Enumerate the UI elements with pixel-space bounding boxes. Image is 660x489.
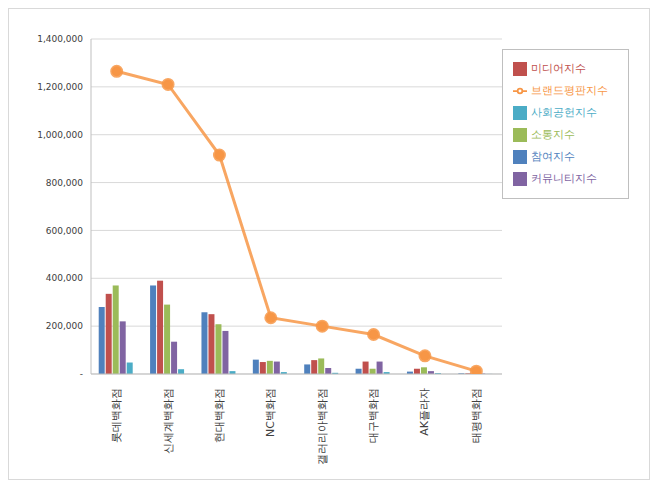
html-text:브랜드평판지수: 브랜드평판지수 (531, 84, 608, 97)
html-text:참여지수: 참여지수 (531, 150, 575, 163)
svg-text:NC백화점: NC백화점 (264, 388, 277, 437)
svg-text:롯데백화점: 롯데백화점 (110, 388, 123, 443)
html-text:사회공헌지수: 사회공헌지수 (531, 106, 597, 119)
html-text:커뮤니티지수: 커뮤니티지수 (531, 172, 597, 185)
svg-text:800,000: 800,000 (46, 178, 83, 188)
html-text:소통지수: 소통지수 (531, 128, 575, 141)
svg-text:대구백화점: 대구백화점 (367, 388, 380, 443)
svg-text:400,000: 400,000 (46, 273, 83, 283)
svg-text:갤러리아백화점: 갤러리아백화점 (316, 388, 329, 465)
svg-text:태평백화점: 태평백화점 (470, 388, 483, 443)
svg-text:현대백화점: 현대백화점 (213, 388, 226, 443)
svg-text:600,000: 600,000 (46, 226, 83, 236)
svg-text:1,400,000: 1,400,000 (37, 34, 83, 44)
svg-text:-: - (80, 369, 83, 379)
html-text:미디어지수: 미디어지수 (531, 62, 586, 75)
svg-text:200,000: 200,000 (46, 321, 83, 331)
svg-text:신세계백화점: 신세계백화점 (162, 388, 175, 454)
svg-text:AK플라자: AK플라자 (418, 388, 431, 436)
svg-text:1,200,000: 1,200,000 (37, 82, 83, 92)
svg-text:1,000,000: 1,000,000 (37, 130, 83, 140)
